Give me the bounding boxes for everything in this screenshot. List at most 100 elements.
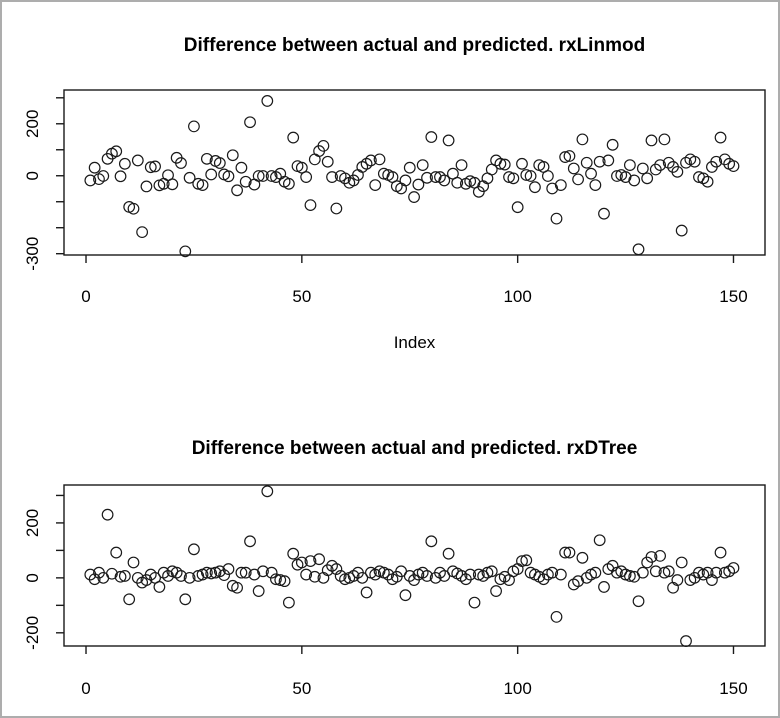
data-point <box>654 159 667 171</box>
data-point <box>567 162 580 175</box>
x-axis-label: Index <box>394 333 436 352</box>
data-point <box>218 569 231 582</box>
data-point <box>365 154 377 167</box>
data-point <box>308 570 321 583</box>
data-point <box>507 172 520 185</box>
data-point <box>589 566 602 579</box>
data-point <box>118 157 131 170</box>
data-point <box>727 160 740 173</box>
data-point <box>541 170 554 182</box>
data-point <box>520 169 533 181</box>
data-point <box>265 170 278 182</box>
data-point <box>623 570 636 582</box>
data-point <box>360 586 373 599</box>
data-point <box>658 133 671 146</box>
data-point <box>675 556 688 569</box>
y-tick-label: 0 <box>23 573 42 582</box>
data-point <box>546 566 559 579</box>
data-point <box>675 224 688 237</box>
data-point <box>550 212 563 225</box>
data-point <box>131 154 144 167</box>
y-tick-label: -300 <box>23 237 42 271</box>
data-point <box>282 177 295 190</box>
data-point <box>559 151 572 163</box>
data-point <box>179 593 192 606</box>
data-point <box>645 134 658 147</box>
data-point <box>226 149 239 162</box>
data-point <box>265 566 278 579</box>
data-point <box>516 157 528 170</box>
data-point <box>183 171 196 184</box>
data-point <box>235 566 248 579</box>
data-point <box>140 180 153 193</box>
data-point <box>213 157 226 169</box>
data-point <box>408 191 420 203</box>
data-point <box>412 178 425 191</box>
data-point <box>714 131 727 144</box>
data-point <box>662 565 675 578</box>
data-point <box>295 556 308 569</box>
data-point <box>287 547 300 560</box>
data-point <box>649 565 662 578</box>
data-point <box>636 162 649 175</box>
data-point <box>231 581 243 594</box>
data-point <box>196 179 209 192</box>
data-point <box>485 565 498 578</box>
data-point <box>645 551 658 563</box>
data-point <box>261 95 274 107</box>
data-point <box>688 155 701 168</box>
data-point <box>88 161 101 174</box>
data-point <box>326 171 338 183</box>
data-point <box>628 174 641 187</box>
data-point <box>593 534 606 547</box>
data-point <box>554 568 567 581</box>
data-point <box>144 161 157 174</box>
data-point <box>274 574 287 586</box>
data-point <box>576 133 589 146</box>
plot-title: Difference between actual and predicted.… <box>184 35 645 56</box>
data-point <box>563 150 576 162</box>
data-point <box>680 635 692 647</box>
data-point <box>421 171 433 184</box>
data-point <box>602 154 615 167</box>
x-tick-label: 100 <box>503 679 531 698</box>
data-point <box>321 564 334 577</box>
x-tick-label: 100 <box>503 287 531 306</box>
data-point <box>317 139 330 152</box>
data-point <box>179 245 192 258</box>
data-point <box>611 170 623 182</box>
data-point <box>88 573 101 586</box>
plot-title: Difference between actual and predicted.… <box>192 438 638 459</box>
plot-box <box>63 484 766 647</box>
data-point <box>585 167 597 180</box>
data-point <box>222 563 235 575</box>
data-point <box>589 179 602 192</box>
data-point <box>511 201 524 214</box>
y-tick-label: 200 <box>23 509 42 537</box>
data-point <box>244 535 256 548</box>
data-point <box>623 159 636 171</box>
data-point <box>671 165 684 178</box>
data-point <box>127 556 140 569</box>
data-point <box>451 176 464 189</box>
data-point <box>572 173 584 186</box>
data-point <box>701 175 714 188</box>
data-point <box>563 546 576 559</box>
data-point <box>300 568 313 581</box>
data-point <box>295 161 308 174</box>
data-point <box>200 152 213 165</box>
x-tick-label: 150 <box>719 287 747 306</box>
data-point <box>252 170 265 182</box>
data-point <box>572 575 584 588</box>
data-point <box>369 179 382 192</box>
data-point <box>270 573 282 586</box>
data-point <box>442 547 455 560</box>
y-tick-label: -200 <box>23 616 42 650</box>
data-point <box>399 174 412 187</box>
data-point <box>205 168 218 181</box>
data-point <box>516 555 528 568</box>
data-point <box>118 570 131 582</box>
data-point <box>718 153 731 166</box>
data-point <box>188 543 200 556</box>
